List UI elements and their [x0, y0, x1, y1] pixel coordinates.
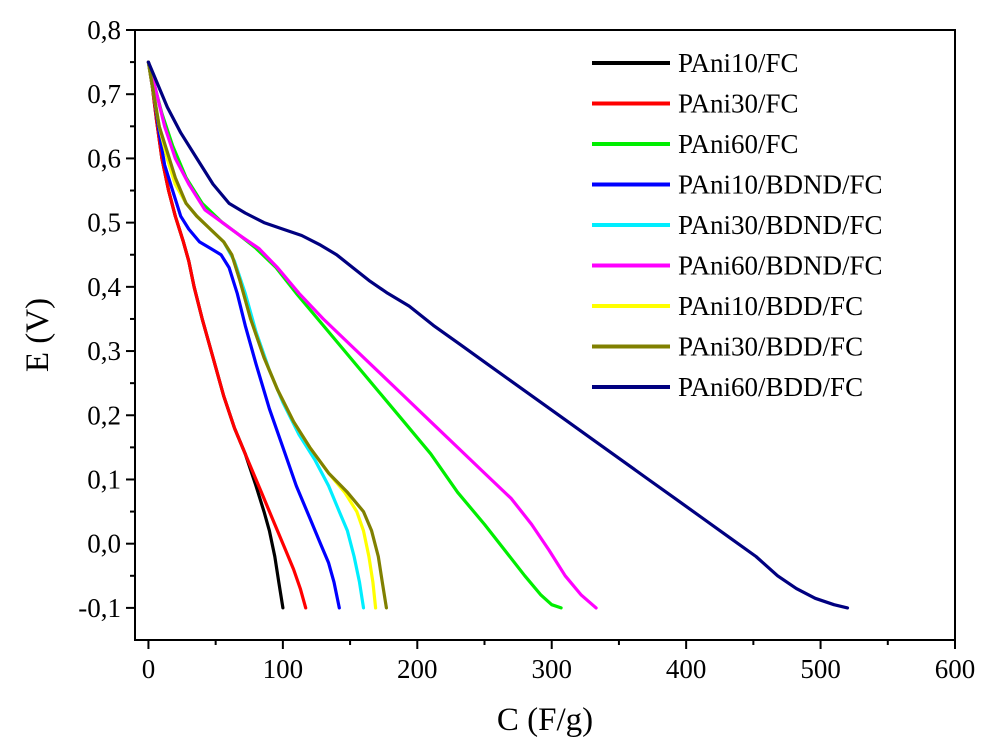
legend-label-4: PAni30/BDND/FC	[678, 210, 883, 240]
legend-label-0: PAni10/FC	[678, 48, 799, 78]
series-layer	[146, 60, 850, 610]
x-tick-label: 400	[666, 654, 707, 684]
y-tick-label: 0,5	[87, 208, 121, 238]
series-line-7	[146, 60, 388, 610]
series-line-2	[146, 60, 563, 610]
plot-frame	[134, 29, 956, 641]
x-tick-label: 500	[800, 654, 841, 684]
series-line-5	[146, 60, 598, 610]
ticks-layer: 0 100 200 300 400 500 600 -0,1 0,0 0,1 0,2 0,3 0,4 0,…	[78, 15, 975, 684]
y-tick-label: 0,6	[87, 143, 121, 173]
legend-label-6: PAni10/BDD/FC	[678, 291, 863, 321]
y-tick-label: -0,1	[78, 593, 121, 623]
series-line-0	[146, 60, 285, 610]
legend-label-2: PAni60/FC	[678, 129, 799, 159]
y-tick-label: 0,4	[87, 272, 121, 302]
y-tick-label: 0,1	[87, 464, 121, 494]
y-tick-label: 0,3	[87, 336, 121, 366]
legend-label-7: PAni30/BDD/FC	[678, 332, 863, 362]
legend-label-8: PAni60/BDD/FC	[678, 372, 863, 402]
legend-label-1: PAni30/FC	[678, 89, 799, 119]
y-tick-label: 0,7	[87, 79, 121, 109]
legend: PAni10/FC PAni30/FC PAni60/FC PAni10/BDND/F…	[592, 48, 883, 402]
series-line-3	[146, 60, 341, 610]
x-tick-label: 600	[935, 654, 976, 684]
x-tick-label: 100	[263, 654, 304, 684]
y-tick-label: 0,2	[87, 400, 121, 430]
y-tick-label: 0,0	[87, 529, 121, 559]
series-line-8	[146, 60, 850, 610]
x-tick-label: 0	[142, 654, 156, 684]
x-tick-label: 300	[531, 654, 572, 684]
legend-label-5: PAni60/BDND/FC	[678, 251, 883, 281]
y-axis-title: E (V)	[20, 298, 56, 372]
y-tick-label: 0,8	[87, 15, 121, 45]
legend-label-3: PAni10/BDND/FC	[678, 170, 883, 200]
x-tick-label: 200	[397, 654, 438, 684]
x-axis-title: C (F/g)	[497, 702, 593, 738]
